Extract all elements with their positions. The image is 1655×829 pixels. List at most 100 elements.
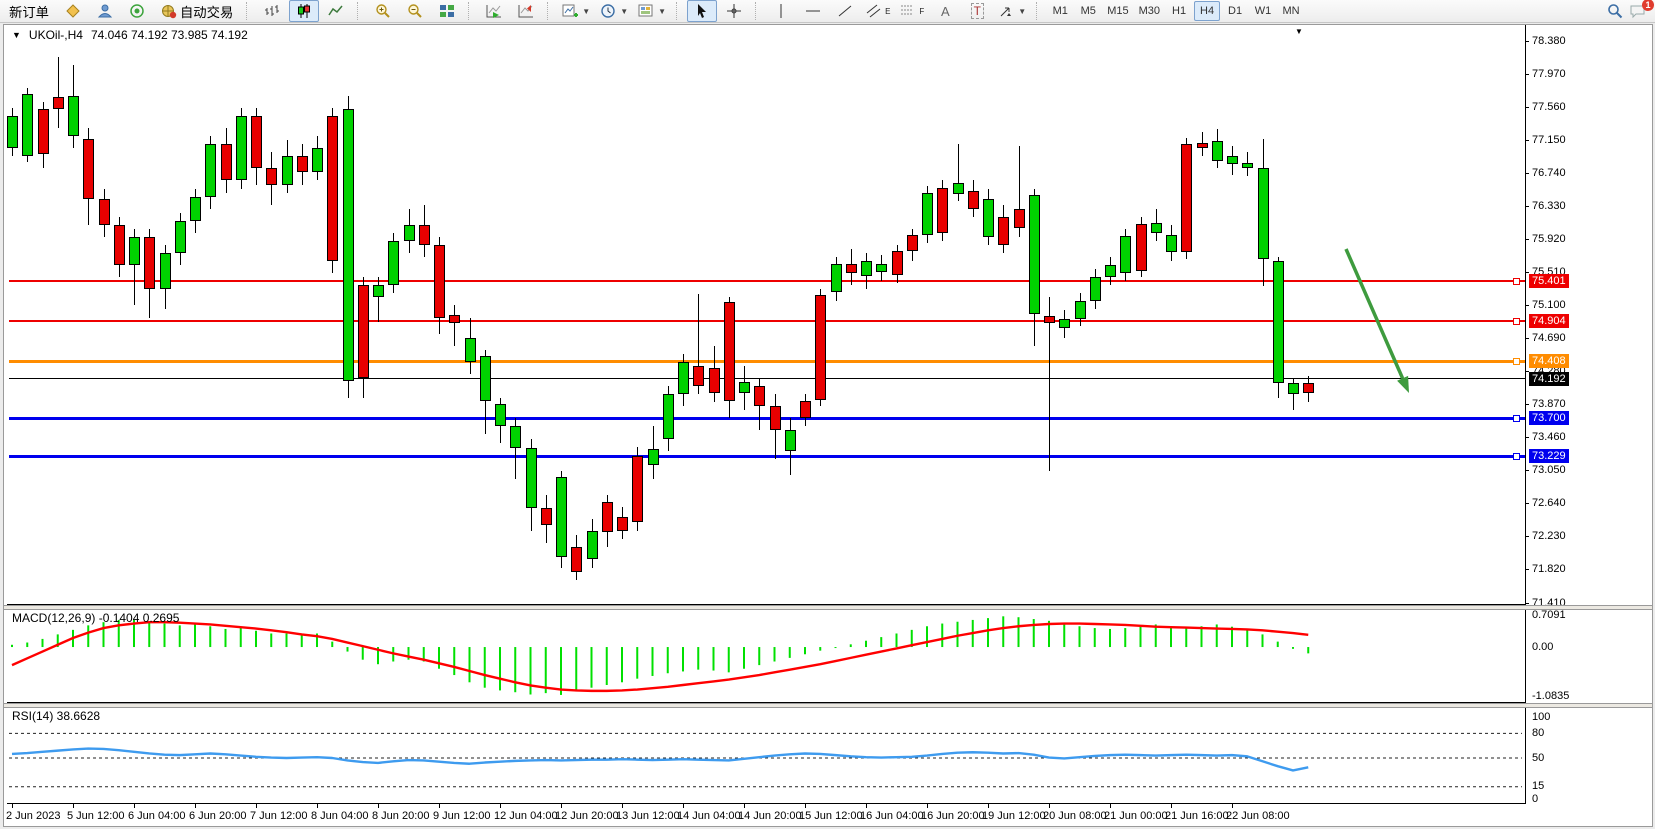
indicators-button[interactable]: ▼ [558, 0, 594, 22]
cursor-button[interactable] [687, 0, 718, 22]
line-chart-button[interactable] [321, 0, 351, 22]
current-price-line[interactable] [9, 378, 1525, 380]
hline-drag-handle[interactable] [1513, 357, 1520, 365]
timeframe-mn-button[interactable]: MN [1278, 1, 1304, 21]
timeframe-m1-button[interactable]: M1 [1047, 1, 1073, 21]
candle [190, 196, 201, 221]
text-label-button[interactable]: T [962, 0, 992, 22]
horizontal-resistance-line[interactable] [9, 280, 1525, 283]
hline-drag-handle[interactable] [1513, 414, 1520, 422]
search-icon[interactable] [1607, 3, 1623, 19]
auto-scroll-button[interactable] [479, 0, 509, 22]
candle [1013, 208, 1025, 229]
timeframe-h4-button[interactable]: H4 [1194, 1, 1221, 21]
timeframe-m15-button[interactable]: M15 [1103, 1, 1132, 21]
candle [479, 356, 491, 402]
candle [617, 516, 628, 532]
candle-wick [378, 277, 379, 322]
price-axis-tick [1525, 172, 1529, 174]
candle [647, 448, 659, 466]
timeframe-d1-button[interactable]: D1 [1222, 1, 1248, 21]
candlestick-chart-button[interactable] [289, 0, 320, 22]
panel-splitter[interactable] [4, 703, 1652, 708]
scroll-to-end-marker[interactable]: ▼ [1295, 27, 1303, 36]
price-axis-tick [1525, 503, 1529, 505]
chart-title: ▼ UKOil-,H4 74.046 74.192 73.985 74.192 [12, 28, 248, 42]
zoom-out-button[interactable] [400, 0, 430, 22]
rsi-panel-bottom-border [7, 803, 1525, 804]
candle [1181, 144, 1193, 253]
trendline-button[interactable] [830, 0, 860, 22]
rsi-axis-label: 50 [1532, 751, 1545, 764]
candle-wick [1049, 297, 1050, 471]
collapse-triangle-icon[interactable]: ▼ [12, 30, 21, 40]
time-axis-tick [927, 804, 928, 808]
chart-shift-button[interactable] [511, 0, 541, 22]
horizontal-resistance-line[interactable] [9, 320, 1525, 323]
arrows-button[interactable]: ▼ [994, 0, 1030, 22]
periods-button[interactable]: ▼ [596, 0, 632, 22]
candle [418, 224, 430, 245]
equidistant-channel-button[interactable]: E [862, 0, 894, 22]
timeframe-m5-button[interactable]: M5 [1075, 1, 1101, 21]
candle [1105, 265, 1116, 278]
tile-windows-icon [439, 3, 455, 19]
timeframe-h1-button[interactable]: H1 [1166, 1, 1192, 21]
candle [632, 456, 644, 522]
candle-wick [57, 57, 59, 129]
time-axis-tick [439, 804, 440, 808]
bar-chart-button[interactable] [257, 0, 287, 22]
timeframe-w1-button[interactable]: W1 [1250, 1, 1276, 21]
price-axis-tick [1525, 437, 1529, 439]
time-axis-tick [866, 804, 867, 808]
text-button[interactable]: A [940, 3, 950, 19]
chart-window: ▼ UKOil-,H4 74.046 74.192 73.985 74.192 … [3, 24, 1653, 827]
new-chart-button[interactable] [58, 0, 88, 22]
hline-drag-handle[interactable] [1513, 317, 1520, 325]
candle [1227, 156, 1238, 165]
macd-label: MACD(12,26,9) -0.1404 0.2695 [12, 611, 180, 625]
vertical-line-button[interactable] [766, 0, 796, 22]
time-axis-label: 6 Jun 04:00 [128, 810, 186, 822]
timeframe-m30-button[interactable]: M30 [1135, 1, 1164, 21]
horizontal-line-button[interactable] [798, 0, 828, 22]
price-axis-tick [1525, 205, 1529, 207]
candle [1272, 261, 1284, 383]
hline-drag-handle[interactable] [1513, 277, 1520, 285]
alerts-button[interactable] [122, 0, 152, 22]
candle [876, 263, 888, 272]
candle [144, 236, 156, 290]
horizontal-pivot-line[interactable] [9, 359, 1525, 363]
price-axis-tick-label: 76.740 [1532, 166, 1566, 179]
candle [586, 531, 598, 560]
tile-windows-button[interactable] [432, 0, 462, 22]
zoom-in-button[interactable] [368, 0, 398, 22]
price-level-label: 74.904 [1529, 314, 1569, 329]
bar-chart-icon [264, 3, 280, 19]
candle [1242, 162, 1254, 168]
horizontal-support-line[interactable] [9, 416, 1525, 420]
notifications-button[interactable]: 1 [1629, 0, 1654, 19]
hline-drag-handle[interactable] [1513, 452, 1520, 460]
price-level-label: 74.408 [1529, 354, 1569, 369]
candle [1120, 236, 1132, 274]
profiles-button[interactable] [90, 0, 120, 22]
crosshair-button[interactable] [719, 0, 749, 22]
panel-splitter[interactable] [4, 605, 1652, 610]
candle [815, 294, 827, 400]
toolbar-separator [1036, 2, 1042, 20]
rsi-axis-label: 80 [1532, 726, 1545, 739]
candle [937, 187, 949, 233]
price-axis-tick [1525, 569, 1529, 571]
fibonacci-button[interactable]: F [896, 0, 928, 22]
time-axis-label: 5 Jun 12:00 [67, 810, 125, 822]
autotrading-button[interactable]: 自动交易 [154, 1, 240, 21]
horizontal-support-line[interactable] [9, 454, 1525, 458]
crosshair-icon [726, 3, 742, 19]
price-axis-tick [1525, 271, 1529, 273]
new-order-button[interactable]: 新订单 [2, 1, 56, 21]
candle [1028, 195, 1040, 315]
templates-button[interactable]: ▼ [634, 0, 670, 22]
time-axis-tick [195, 804, 196, 808]
